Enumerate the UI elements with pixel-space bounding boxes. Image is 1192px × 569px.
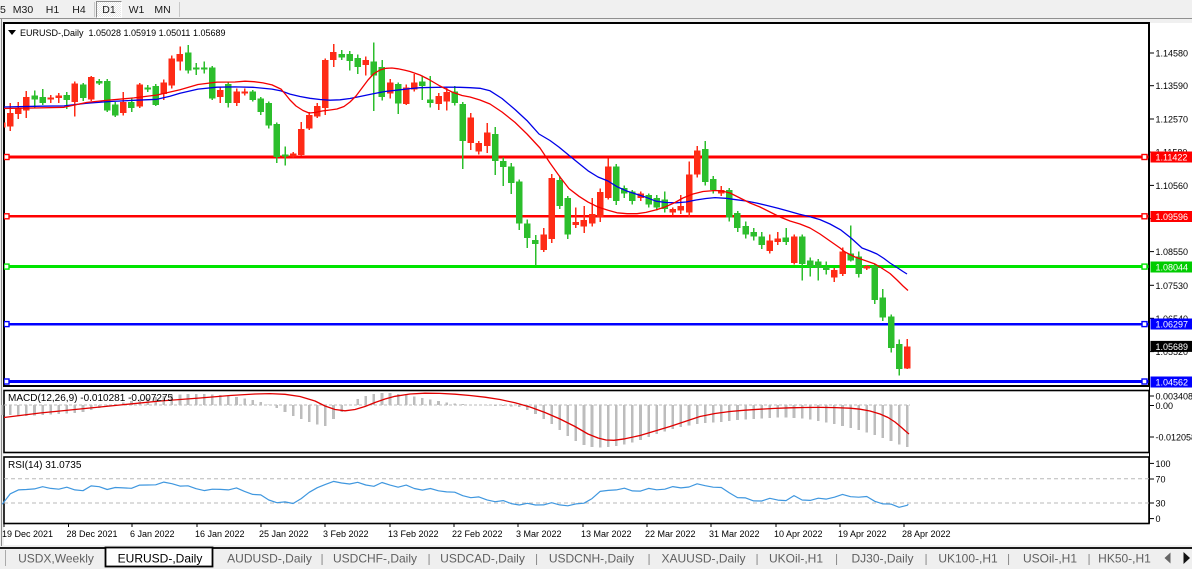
svg-text:1.12570: 1.12570 [1156,115,1189,125]
svg-text:25 Jan 2022: 25 Jan 2022 [259,529,309,539]
svg-text:|: | [1087,552,1090,566]
svg-text:USDCNH-,Daily: USDCNH-,Daily [549,552,634,566]
svg-text:|: | [755,552,758,566]
svg-text:M5: M5 [0,4,6,16]
svg-text:22 Feb 2022: 22 Feb 2022 [452,529,503,539]
svg-text:M30: M30 [13,4,34,16]
svg-text:1.05520: 1.05520 [1156,347,1189,357]
svg-text:3 Mar 2022: 3 Mar 2022 [516,529,562,539]
svg-text:28 Apr 2022: 28 Apr 2022 [902,529,951,539]
svg-text:MACD(12,26,9) -0.010281 -0.007: MACD(12,26,9) -0.010281 -0.007275 [8,393,174,404]
svg-text:1.11422: 1.11422 [1156,153,1188,163]
svg-text:0.00: 0.00 [1156,401,1174,411]
svg-text:RSI(14) 31.0735: RSI(14) 31.0735 [8,460,82,471]
svg-text:MN: MN [154,4,170,16]
svg-text:100: 100 [1156,459,1171,469]
svg-text:USOil-,H1: USOil-,H1 [1023,552,1077,566]
svg-text:1.09596: 1.09596 [1156,212,1189,222]
svg-text:|: | [427,552,430,566]
svg-text:USDX,Weekly: USDX,Weekly [18,552,94,566]
svg-text:0.003408: 0.003408 [1156,392,1192,402]
svg-text:AUDUSD-,Daily: AUDUSD-,Daily [227,552,312,566]
svg-text:19 Dec 2021: 19 Dec 2021 [2,529,53,539]
svg-text:|: | [535,552,538,566]
svg-text:1.08550: 1.08550 [1156,247,1189,257]
svg-text:|: | [1007,552,1010,566]
svg-text:16 Jan 2022: 16 Jan 2022 [195,529,245,539]
svg-text:30: 30 [1156,499,1166,509]
svg-text:-0.012058: -0.012058 [1156,433,1192,443]
svg-text:|: | [320,552,323,566]
svg-text:1.07530: 1.07530 [1156,281,1189,291]
svg-text:XAUUSD-,Daily: XAUUSD-,Daily [661,552,745,566]
svg-text:1.10560: 1.10560 [1156,181,1189,191]
svg-text:6 Jan 2022: 6 Jan 2022 [130,529,175,539]
svg-text:EURUSD-,Daily 1.05028 1.05919: EURUSD-,Daily 1.05028 1.05919 1.05011 1.… [20,28,225,38]
svg-text:22 Mar 2022: 22 Mar 2022 [645,529,696,539]
svg-text:0: 0 [1156,514,1161,524]
svg-text:1.05689: 1.05689 [1156,342,1189,352]
svg-text:EURUSD-,Daily: EURUSD-,Daily [118,552,203,566]
svg-text:USDCAD-,Daily: USDCAD-,Daily [440,552,525,566]
svg-text:31 Mar 2022: 31 Mar 2022 [709,529,760,539]
svg-text:1.06297: 1.06297 [1156,320,1189,330]
svg-text:|: | [924,552,927,566]
svg-text:13 Feb 2022: 13 Feb 2022 [388,529,439,539]
svg-text:10 Apr 2022: 10 Apr 2022 [774,529,823,539]
svg-text:DJ30-,Daily: DJ30-,Daily [851,552,913,566]
svg-text:W1: W1 [129,4,145,16]
svg-text:3 Feb 2022: 3 Feb 2022 [323,529,369,539]
svg-text:19 Apr 2022: 19 Apr 2022 [838,529,887,539]
svg-text:1.13590: 1.13590 [1156,81,1189,91]
svg-text:HK50-,H1: HK50-,H1 [1098,552,1151,566]
svg-text:1.14580: 1.14580 [1156,49,1189,59]
svg-text:28 Dec 2021: 28 Dec 2021 [67,529,118,539]
svg-text:H1: H1 [46,4,60,16]
svg-text:UK100-,H1: UK100-,H1 [938,552,998,566]
svg-text:1.08044: 1.08044 [1156,263,1189,273]
svg-text:D1: D1 [102,4,116,16]
svg-text:UKOil-,H1: UKOil-,H1 [769,552,823,566]
svg-text:|: | [647,552,650,566]
svg-text:H4: H4 [72,4,86,16]
svg-text:70: 70 [1156,475,1166,485]
svg-text:|: | [835,552,838,566]
svg-text:USDCHF-,Daily: USDCHF-,Daily [333,552,417,566]
svg-text:1.04562: 1.04562 [1156,378,1189,388]
svg-text:13 Mar 2022: 13 Mar 2022 [581,529,632,539]
